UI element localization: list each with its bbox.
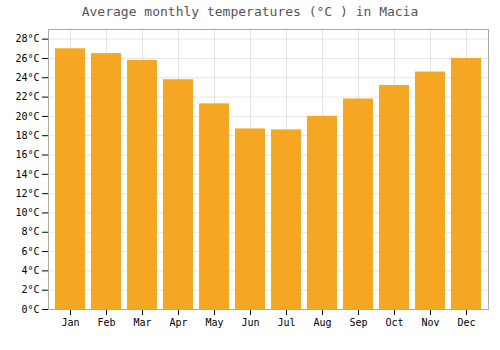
svg-text:Feb: Feb — [97, 317, 115, 328]
svg-text:Mar: Mar — [133, 317, 151, 328]
svg-text:4°C: 4°C — [21, 265, 39, 276]
svg-text:22°C: 22°C — [15, 91, 39, 102]
svg-text:Jun: Jun — [241, 317, 259, 328]
svg-text:Nov: Nov — [421, 317, 439, 328]
svg-text:20°C: 20°C — [15, 111, 39, 122]
svg-text:10°C: 10°C — [15, 207, 39, 218]
html-text:Average monthly temperatures (: Average monthly temperatures (°C ) in Ma… — [81, 4, 419, 19]
svg-text:Sep: Sep — [349, 317, 367, 328]
svg-text:May: May — [205, 317, 223, 328]
svg-text:6°C: 6°C — [21, 246, 39, 257]
svg-text:18°C: 18°C — [15, 130, 39, 141]
svg-text:14°C: 14°C — [15, 169, 39, 180]
svg-text:Aug: Aug — [313, 317, 331, 328]
svg-text:Apr: Apr — [169, 317, 187, 328]
svg-text:Dec: Dec — [457, 317, 475, 328]
svg-text:24°C: 24°C — [15, 72, 39, 83]
svg-text:12°C: 12°C — [15, 188, 39, 199]
svg-text:Jan: Jan — [61, 317, 79, 328]
svg-text:28°C: 28°C — [15, 33, 39, 44]
svg-text:2°C: 2°C — [21, 284, 39, 295]
svg-text:Jul: Jul — [277, 317, 295, 328]
svg-text:8°C: 8°C — [21, 226, 39, 237]
svg-text:16°C: 16°C — [15, 149, 39, 160]
svg-text:0°C: 0°C — [21, 304, 39, 315]
svg-text:26°C: 26°C — [15, 53, 39, 64]
svg-text:Oct: Oct — [385, 317, 403, 328]
